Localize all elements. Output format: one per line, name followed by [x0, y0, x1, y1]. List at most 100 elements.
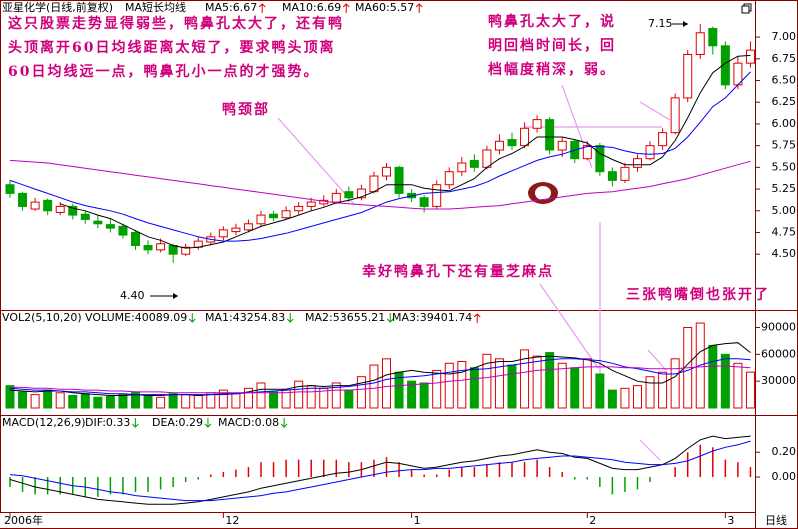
candle-body — [582, 145, 592, 160]
candle-body — [695, 32, 705, 55]
volume-bar — [582, 358, 592, 409]
volume-bar — [545, 352, 555, 409]
candle-body — [444, 171, 454, 186]
trend-arrow — [188, 313, 196, 323]
volume-bar — [105, 395, 115, 409]
volume-bar — [557, 362, 567, 409]
volume-bar — [457, 361, 467, 409]
annotation: 幸好鸭鼻孔下还有量芝麻点 — [362, 263, 554, 280]
trend-arrow — [386, 313, 394, 323]
volume-bar — [143, 394, 153, 409]
trend-arrow — [415, 3, 423, 13]
annotation: 鸭颈部 — [222, 101, 270, 118]
volume-bar — [55, 392, 65, 409]
volume-bar — [18, 391, 28, 409]
y-tick-label: 90000 — [761, 321, 796, 334]
x-tick-label: 2006年 — [4, 513, 43, 527]
volume-bar — [193, 394, 203, 409]
x-tick-label: 3 — [727, 514, 734, 527]
panel-title: 亚星化学(日线,前复权) — [2, 0, 113, 14]
annotation: 这只股票走势显得弱些，鸭鼻孔太大了，还有鸭 — [8, 15, 344, 32]
volume-bar — [658, 371, 668, 409]
trend-arrow — [204, 418, 212, 428]
volume-bar — [30, 394, 40, 409]
volume-bar — [118, 394, 128, 409]
volume-bar — [444, 362, 454, 409]
volume-bar — [5, 385, 15, 409]
high-label: 7.15 — [648, 17, 673, 30]
volume-bar — [720, 353, 730, 409]
candle-body — [658, 132, 668, 147]
volume-bar — [156, 396, 166, 409]
candle-body — [683, 53, 693, 99]
volume-bar — [482, 353, 492, 409]
candle-body — [80, 213, 90, 220]
candle-body — [720, 45, 730, 86]
panel-title: VOL2(5,10,20) — [2, 311, 82, 324]
candle-body — [243, 223, 253, 231]
candle-body — [143, 244, 153, 251]
candle-body — [482, 149, 492, 168]
volume-bar — [507, 364, 517, 409]
y-tick-label: 4.75 — [772, 225, 797, 238]
candle-body — [30, 201, 40, 210]
candle-body — [494, 140, 504, 151]
legend-entry: DIF:0.33 — [85, 416, 130, 429]
volume-bar — [181, 394, 191, 409]
candle-body — [218, 229, 228, 238]
y-tick-label: 6.75 — [772, 52, 797, 65]
candle-body — [419, 197, 429, 207]
candle-body — [607, 171, 617, 181]
indicator-line — [10, 365, 751, 394]
candle-body — [432, 184, 442, 207]
volume-bar — [595, 373, 605, 409]
candle-body — [93, 220, 103, 225]
candle-body — [645, 145, 655, 160]
y-tick-label: 6.00 — [772, 117, 797, 130]
window-icon[interactable] — [741, 3, 752, 14]
y-tick-label: 7.00 — [772, 30, 797, 43]
x-tick-label: 12 — [225, 514, 239, 527]
volume-bar — [494, 358, 504, 409]
legend-entry: MA10:6.69 — [282, 1, 341, 14]
candle-body — [620, 166, 630, 181]
volume-bar — [407, 380, 417, 409]
volume-bar — [294, 380, 304, 409]
y-tick-label: 6.25 — [772, 95, 797, 108]
legend-entry: MA1:43254.83 — [205, 311, 285, 324]
volume-bar — [231, 393, 241, 409]
x-tick-label: 1 — [414, 514, 421, 527]
y-tick-label: 6.50 — [772, 74, 797, 87]
volume-bar — [243, 387, 253, 409]
volume-bar — [633, 385, 642, 409]
candle-body — [469, 159, 479, 168]
indicator-line — [9, 358, 751, 396]
volume-bar — [382, 358, 391, 409]
y-tick-label: 4.50 — [772, 247, 797, 260]
volume-bar — [80, 393, 90, 409]
legend-entry: MA5:6.67 — [205, 1, 257, 14]
annotation: 鸭鼻孔太大了，说 — [488, 13, 616, 30]
candle-body — [131, 231, 140, 246]
volume-bar — [607, 389, 617, 409]
candle-body — [55, 205, 65, 213]
volume-bar — [620, 387, 630, 409]
candle-body — [369, 175, 379, 193]
candle-body — [118, 225, 128, 236]
volume-bar — [469, 367, 479, 409]
legend-entry: DEA:0.29 — [152, 416, 203, 429]
candle-body — [68, 205, 78, 216]
y-tick-label: 0.20 — [772, 445, 797, 458]
volume-bar — [670, 358, 680, 409]
candle-body — [507, 139, 517, 147]
candle-body — [294, 205, 304, 212]
candle-body — [43, 199, 53, 212]
candle-body — [745, 49, 755, 64]
low-label: 4.40 — [120, 289, 145, 302]
volume-bar — [68, 394, 78, 409]
volume-bar — [419, 382, 429, 409]
candle-body — [256, 214, 266, 225]
volume-bar — [532, 355, 542, 409]
y-tick-label: 5.75 — [772, 139, 797, 152]
